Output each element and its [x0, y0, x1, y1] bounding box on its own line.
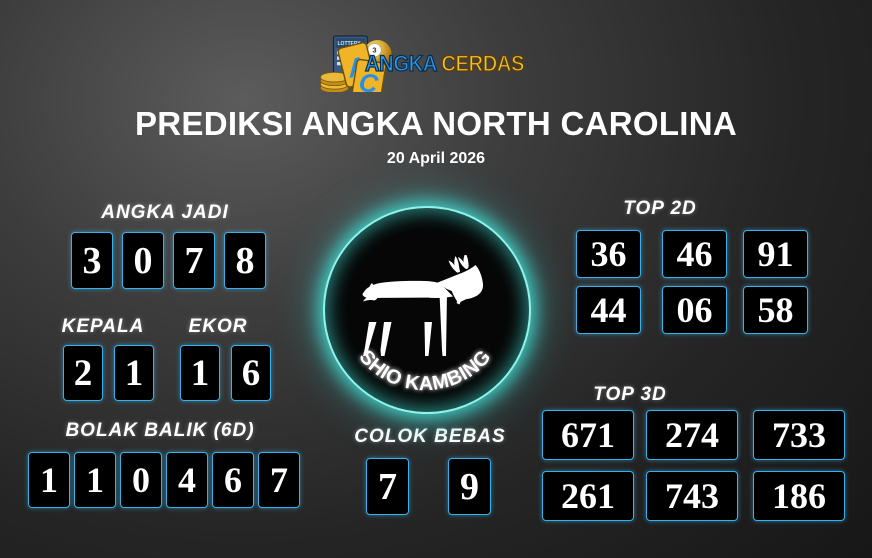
svg-text:SHIO KAMBING: SHIO KAMBING — [354, 346, 495, 395]
